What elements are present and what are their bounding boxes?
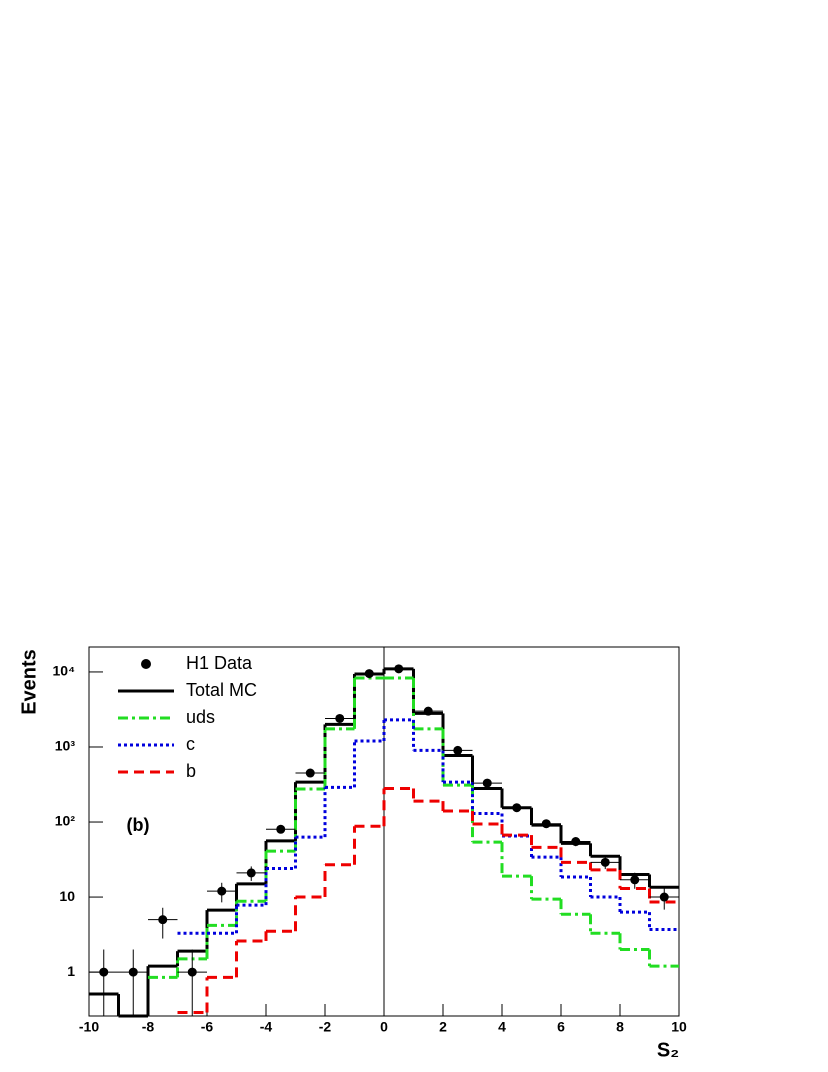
data-point bbox=[630, 875, 640, 885]
legend-label: uds bbox=[186, 707, 215, 727]
data-point bbox=[571, 837, 581, 847]
y-tick-label: 10² bbox=[55, 813, 76, 829]
x-tick-label: 0 bbox=[380, 1019, 388, 1035]
annotation: (b) bbox=[127, 815, 150, 835]
x-tick-label: -6 bbox=[201, 1019, 214, 1035]
x-tick-label: -8 bbox=[142, 1019, 155, 1035]
data-point bbox=[659, 892, 669, 902]
data-point bbox=[187, 967, 197, 977]
x-tick-label: 4 bbox=[498, 1019, 506, 1035]
data-point bbox=[541, 819, 551, 829]
y-axis-label: Events bbox=[18, 649, 40, 715]
data-point bbox=[217, 886, 227, 896]
data-point bbox=[99, 967, 109, 977]
data-point bbox=[128, 967, 138, 977]
x-tick-label: -4 bbox=[260, 1019, 273, 1035]
y-tick-label: 10⁴ bbox=[53, 663, 76, 679]
data-point bbox=[423, 706, 433, 716]
data-point bbox=[453, 745, 463, 755]
legend-marker bbox=[141, 659, 151, 669]
legend-label: c bbox=[186, 734, 195, 754]
x-tick-label: 8 bbox=[616, 1019, 624, 1035]
data-point bbox=[600, 857, 610, 867]
data-point bbox=[246, 868, 256, 878]
data-point bbox=[364, 669, 374, 679]
legend-label: Total MC bbox=[186, 680, 257, 700]
x-axis-label: S₂ bbox=[657, 1039, 679, 1061]
data-point bbox=[512, 803, 522, 813]
x-tick-label: 6 bbox=[557, 1019, 565, 1035]
legend: H1 Data Total MC uds cb bbox=[118, 653, 257, 781]
data-point bbox=[158, 915, 168, 925]
x-tick-label: -2 bbox=[319, 1019, 332, 1035]
legend-label: b bbox=[186, 761, 196, 781]
y-tick-label: 1 bbox=[67, 963, 75, 979]
x-tick-label: 10 bbox=[671, 1019, 687, 1035]
data-point bbox=[276, 824, 286, 834]
x-tick-label: -10 bbox=[79, 1019, 99, 1035]
y-tick-label: 10 bbox=[59, 888, 75, 904]
data-point bbox=[482, 778, 492, 788]
data-point bbox=[305, 768, 315, 778]
data-point bbox=[394, 664, 404, 674]
y-tick-label: 10³ bbox=[55, 738, 76, 754]
x-tick-label: 2 bbox=[439, 1019, 447, 1035]
legend-label: H1 Data bbox=[186, 653, 253, 673]
data-point bbox=[335, 713, 345, 723]
